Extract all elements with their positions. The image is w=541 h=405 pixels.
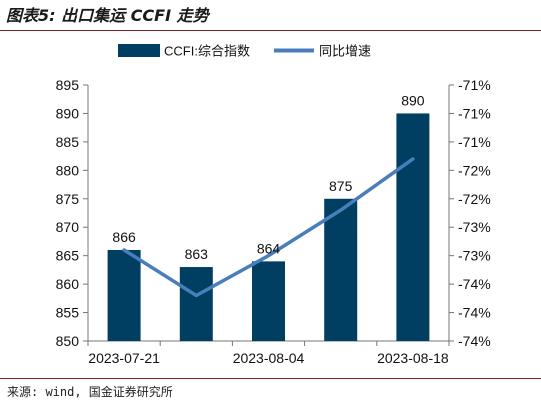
bars: [107, 113, 430, 341]
title-rule: [0, 30, 541, 31]
y-right-tick-label: -72%: [458, 191, 491, 207]
y-right-tick-label: -71%: [458, 77, 491, 93]
figure-title: 图表5: 出口集运 CCFI 走势: [6, 6, 209, 25]
legend-label-bar: CCFI:综合指数: [164, 44, 250, 59]
bar-data-label: 875: [329, 178, 353, 194]
source-note: 来源: wind, 国金证券研究所: [7, 385, 173, 399]
y-left-tick-label: 855: [56, 305, 80, 321]
bar-data-label: 890: [401, 92, 425, 108]
bar: [252, 261, 285, 341]
line-series: [122, 157, 415, 298]
y-right-tick-label: -74%: [458, 276, 491, 292]
y-right-tick-label: -73%: [458, 248, 491, 264]
bar: [324, 198, 358, 341]
y-left-tick-label: 885: [56, 134, 80, 150]
bar-data-label: 866: [112, 229, 136, 245]
y-right-tick-label: -72%: [458, 162, 491, 178]
y-right-tick-label: -71%: [458, 105, 491, 121]
legend: CCFI:综合指数 同比增速: [118, 44, 371, 59]
y-right-tick-label: -71%: [458, 134, 491, 150]
yoy-growth-line: [122, 157, 415, 298]
y-right-tick-label: -74%: [458, 305, 491, 321]
y-left-tick-label: 895: [56, 77, 80, 93]
y-right-tick-label: -74%: [458, 333, 491, 349]
bottom-rule: [0, 378, 541, 379]
x-tick-label: 2023-08-18: [377, 350, 449, 366]
bar: [107, 249, 141, 341]
y-left-tick-label: 870: [56, 219, 80, 235]
bar: [396, 113, 430, 341]
y-left-tick-label: 865: [56, 248, 80, 264]
axes: 850 855 860 865 870 875 880 885 890 895 -74% -74% -7…: [56, 77, 491, 366]
bar-data-label: 863: [185, 246, 209, 262]
bar: [179, 267, 213, 341]
y-right-tick-label: -73%: [458, 219, 491, 235]
y-left-tick-label: 875: [56, 191, 80, 207]
legend-swatch-bar: [118, 44, 160, 57]
chart: CCFI:综合指数 同比增速 8508558608658708758808858…: [56, 44, 491, 367]
y-left-tick-label: 860: [56, 276, 80, 292]
x-tick-label: 2023-07-21: [88, 350, 160, 366]
x-tick-label: 2023-08-04: [233, 350, 305, 366]
bar-data-label: 864: [257, 240, 281, 256]
y-left-tick-label: 880: [56, 162, 80, 178]
data-labels: 866 863 864 875 890: [112, 92, 424, 262]
legend-label-line: 同比增速: [319, 44, 371, 59]
y-left-tick-label: 850: [56, 333, 80, 349]
y-left-tick-label: 890: [56, 105, 80, 121]
